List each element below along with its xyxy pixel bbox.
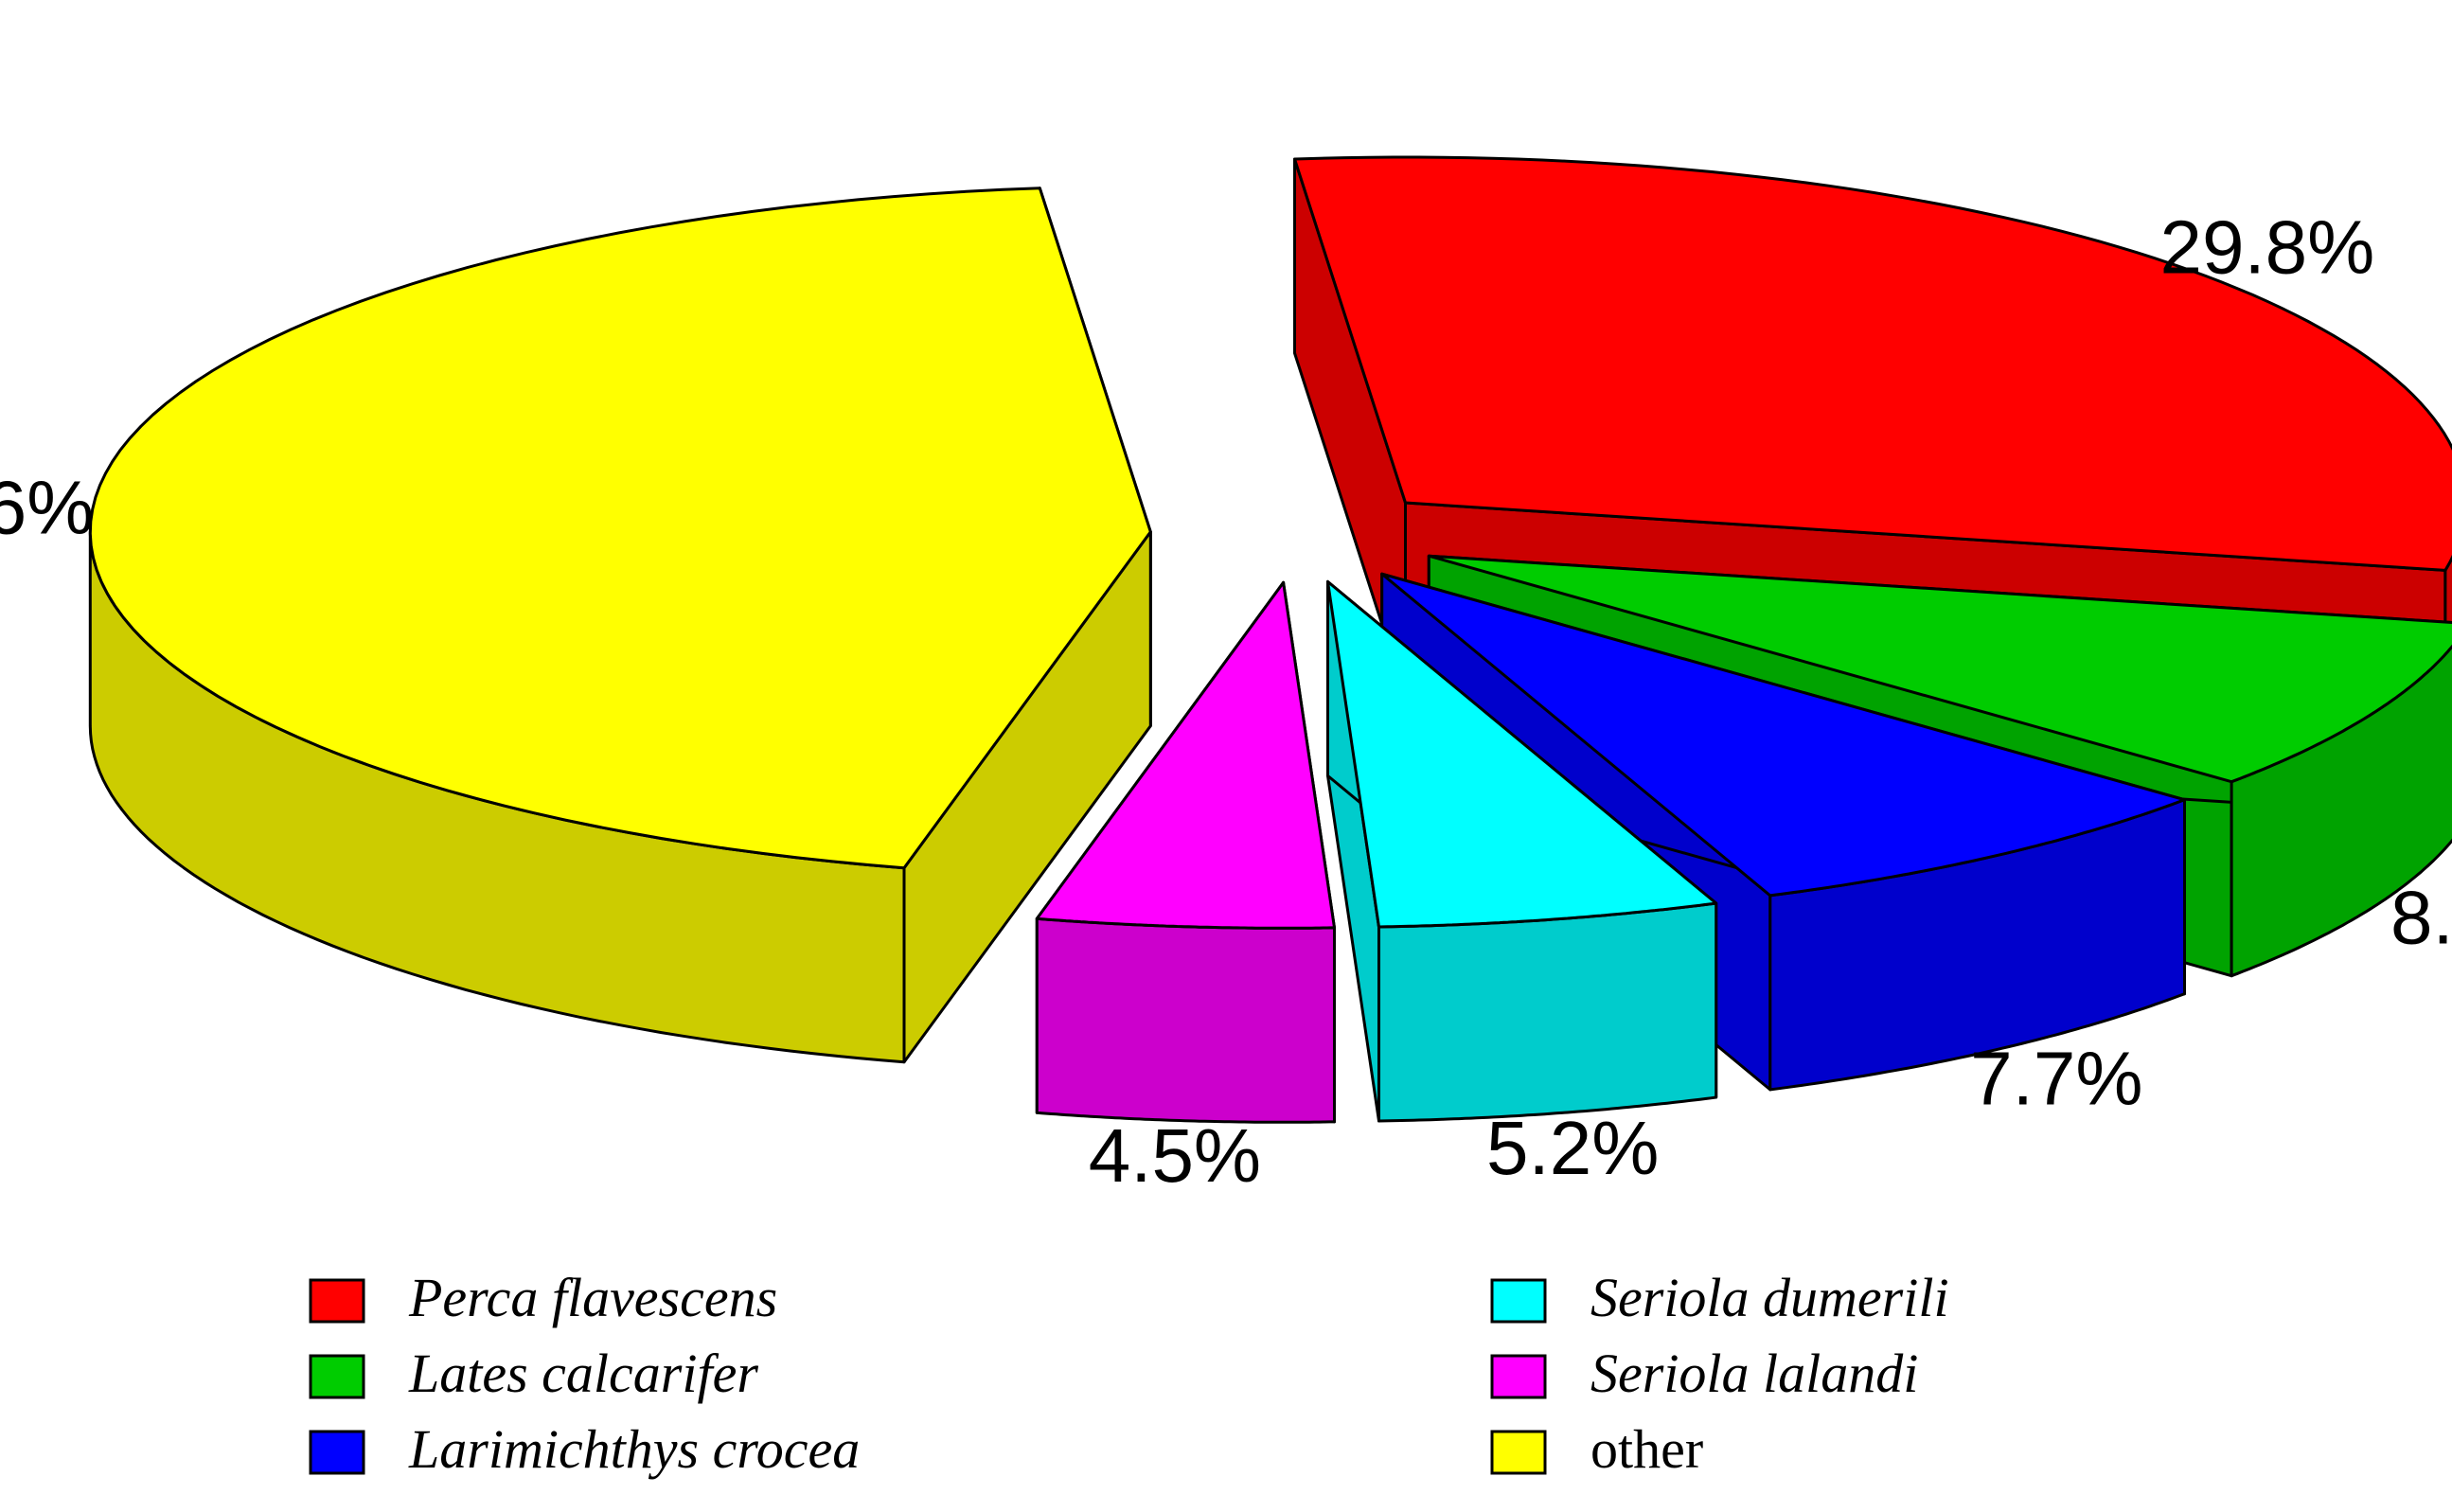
legend-item-3: Seriola dumerili (1490, 1267, 1949, 1328)
pct-label-0: 29.8% (2159, 205, 2374, 289)
percentage-labels: 29.8% 8.2% 7.7% 5.2% 4.5% 44.6% (0, 205, 2452, 1198)
pct-label-4: 4.5% (1089, 1113, 1261, 1198)
legend-swatch-3 (1490, 1278, 1547, 1324)
pie-slice-top-0 (1293, 155, 2452, 572)
legend-item-2: Larimichthys crocea (309, 1418, 860, 1480)
pie-slice-top-3 (1326, 579, 1718, 929)
legend-item-4: Seriola lalandi (1490, 1343, 1918, 1404)
legend-swatch-0 (309, 1278, 365, 1324)
legend-swatch-4 (1490, 1354, 1547, 1399)
pie-slice-3 (1326, 579, 1718, 1123)
pie-slice-top-4 (1035, 580, 1336, 930)
legend-item-0: Perca flavescens (309, 1267, 777, 1328)
legend-item-1: Lates calcarifer (309, 1343, 758, 1404)
pie-slice-5 (88, 187, 1152, 1064)
legend-label-5: other (1590, 1418, 1703, 1480)
pct-label-5: 44.6% (0, 466, 94, 550)
legend-item-5: other (1490, 1418, 1703, 1480)
pie-slices (88, 155, 2452, 1124)
pct-label-3: 5.2% (1486, 1106, 1659, 1190)
pie-slice-top-1 (1427, 554, 2452, 784)
pct-label-1: 8.2% (2390, 875, 2452, 959)
legend-label-3: Seriola dumerili (1590, 1267, 1949, 1328)
legend-swatch-5 (1490, 1430, 1547, 1475)
legend-label-1: Lates calcarifer (408, 1343, 758, 1404)
legend-label-0: Perca flavescens (408, 1267, 777, 1328)
legend-label-2: Larimichthys crocea (408, 1418, 860, 1480)
legend-label-4: Seriola lalandi (1590, 1343, 1918, 1404)
pct-label-2: 7.7% (1970, 1037, 2142, 1121)
pie-slice-top-5 (88, 187, 1152, 870)
pie-slice-top-2 (1380, 572, 2186, 898)
pie-slice-4 (1035, 580, 1336, 1124)
pie-slice-wall-4 (1035, 916, 1336, 1124)
legend-swatch-1 (309, 1354, 365, 1399)
legend: Perca flavescens Lates calcarifer Larimich… (309, 1267, 1949, 1480)
legend-swatch-2 (309, 1430, 365, 1475)
pie-slice-wall-3 (1377, 901, 1718, 1123)
